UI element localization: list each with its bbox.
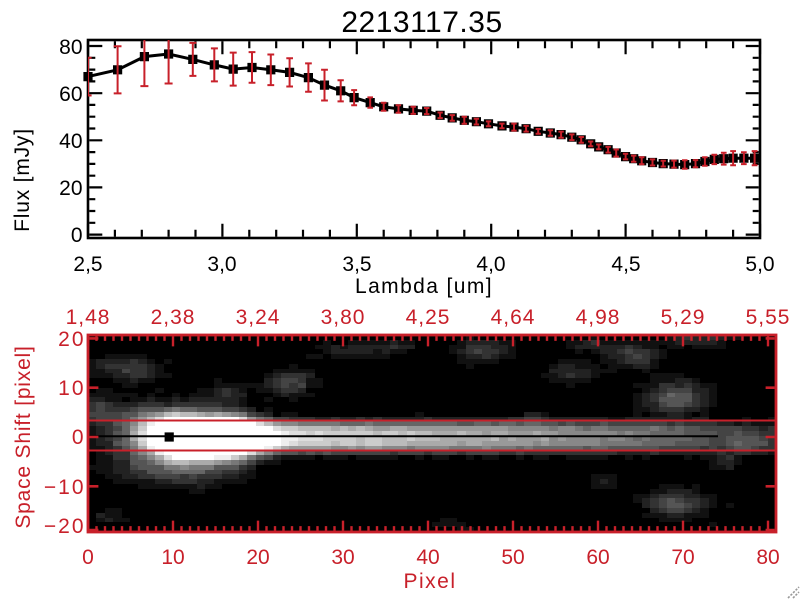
svg-text:5,55: 5,55 <box>746 306 791 329</box>
svg-text:5,0: 5,0 <box>745 253 774 276</box>
svg-text:3,0: 3,0 <box>207 253 236 276</box>
svg-text:4,25: 4,25 <box>406 306 451 329</box>
svg-text:80: 80 <box>756 546 779 569</box>
svg-text:5,29: 5,29 <box>661 306 706 329</box>
svg-text:3,80: 3,80 <box>321 306 366 329</box>
svg-text:Space Shift [pixel]: Space Shift [pixel] <box>12 345 35 528</box>
svg-text:0: 0 <box>71 224 83 247</box>
svg-text:3,24: 3,24 <box>236 306 281 329</box>
svg-text:4,5: 4,5 <box>611 253 640 276</box>
svg-text:80: 80 <box>59 36 82 59</box>
svg-text:60: 60 <box>59 83 82 106</box>
svg-text:20: 20 <box>246 546 269 569</box>
svg-text:70: 70 <box>671 546 694 569</box>
svg-text:Flux [mJy]: Flux [mJy] <box>11 128 34 232</box>
svg-text:2213117.35: 2213117.35 <box>341 6 502 39</box>
svg-text:Pixel: Pixel <box>403 570 456 593</box>
svg-text:4,98: 4,98 <box>576 306 621 329</box>
svg-text:30: 30 <box>331 546 354 569</box>
svg-text:20: 20 <box>59 177 82 200</box>
svg-text:40: 40 <box>59 130 82 153</box>
svg-text:4,64: 4,64 <box>491 306 536 329</box>
svg-text:3,5: 3,5 <box>342 253 371 276</box>
svg-text:0: 0 <box>82 546 94 569</box>
svg-text:0: 0 <box>72 426 86 449</box>
svg-text:2,5: 2,5 <box>73 253 102 276</box>
svg-text:20: 20 <box>58 328 85 351</box>
svg-text:−10: −10 <box>44 476 86 499</box>
svg-text:−20: −20 <box>44 515 86 538</box>
svg-text:40: 40 <box>416 546 439 569</box>
svg-text:10: 10 <box>58 377 85 400</box>
svg-text:60: 60 <box>586 546 609 569</box>
svg-text:1,48: 1,48 <box>66 306 111 329</box>
svg-text:10: 10 <box>161 546 184 569</box>
svg-text:4,0: 4,0 <box>476 253 505 276</box>
svg-text:2,38: 2,38 <box>151 306 196 329</box>
svg-text:Lambda [um]: Lambda [um] <box>355 275 493 298</box>
svg-text:50: 50 <box>501 546 524 569</box>
